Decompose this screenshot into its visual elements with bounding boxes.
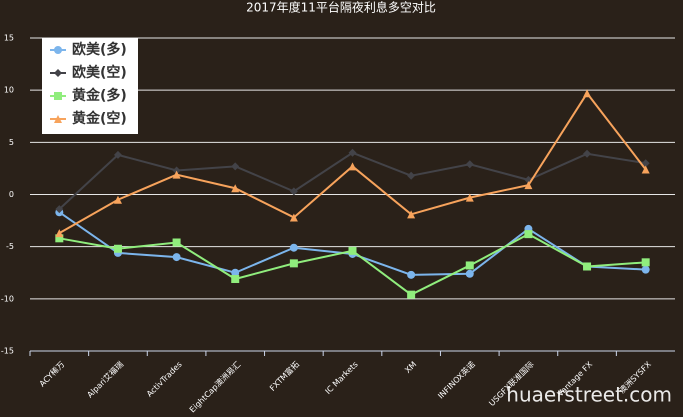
y-tick-label: 10 (4, 86, 14, 95)
point (583, 89, 592, 98)
legend-label: 欧美(空) (72, 64, 127, 81)
point (55, 205, 64, 214)
point (641, 258, 650, 267)
point (54, 115, 62, 123)
point (113, 195, 122, 204)
point (231, 162, 240, 171)
point (113, 244, 122, 253)
point (54, 92, 62, 100)
point (54, 46, 62, 54)
point (289, 243, 298, 252)
y-tick-label: 5 (9, 138, 14, 147)
point (583, 149, 592, 158)
point (465, 193, 474, 202)
y-tick-label: 15 (4, 34, 14, 43)
legend-label: 欧美(多) (72, 41, 127, 58)
point (407, 171, 416, 180)
point (641, 159, 650, 168)
y-tick-label: -15 (1, 347, 14, 356)
point (55, 234, 64, 243)
point (465, 269, 474, 278)
point (641, 265, 650, 274)
point (172, 166, 181, 175)
legend-label: 黄金(多) (72, 87, 127, 104)
point (231, 184, 240, 193)
point (55, 229, 64, 238)
point (172, 170, 181, 179)
point (348, 148, 357, 157)
legend: 欧美(多) 欧美(空) 黄金(多) 黄金(空) (42, 38, 138, 134)
point (289, 259, 298, 268)
point (465, 261, 474, 270)
point (348, 246, 357, 255)
y-tick-label: -5 (6, 242, 14, 251)
point (289, 213, 298, 222)
point (54, 69, 62, 77)
point (231, 268, 240, 277)
point (348, 162, 357, 171)
point (113, 150, 122, 159)
point (465, 160, 474, 169)
point (583, 262, 592, 271)
legend-label: 黄金(空) (72, 110, 127, 127)
point (641, 165, 650, 174)
chart-title: 2017年度11平台隔夜利息多空对比 (246, 0, 436, 15)
point (524, 181, 533, 190)
point (407, 290, 416, 299)
y-tick-label: -10 (1, 294, 14, 303)
point (524, 230, 533, 239)
point (407, 210, 416, 219)
point (289, 187, 298, 196)
point (231, 275, 240, 284)
watermark: huaerstreet.com (506, 383, 672, 407)
point (172, 238, 181, 247)
y-tick-label: 0 (9, 190, 14, 199)
point (407, 270, 416, 279)
point (172, 253, 181, 262)
